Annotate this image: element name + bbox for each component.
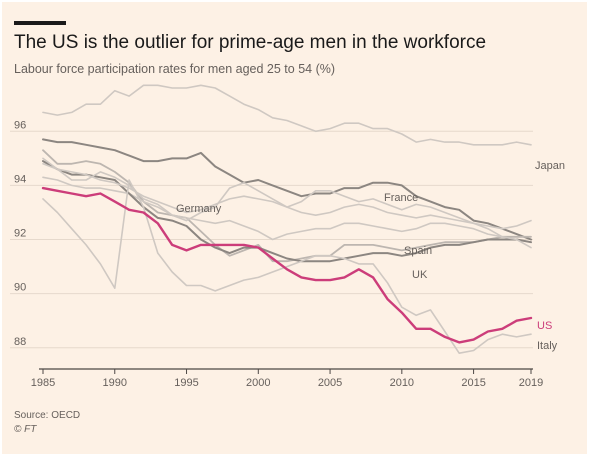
series-lines — [41, 84, 533, 355]
series-line-us — [41, 186, 533, 344]
y-tick-labels: 88 90 92 94 96 — [14, 119, 26, 347]
series-line-japan — [42, 84, 532, 146]
y-tick-label: 94 — [14, 173, 26, 185]
x-tick-label: 2000 — [246, 377, 270, 389]
x-tick-label: 1985 — [31, 377, 55, 389]
x-tick-label: 2005 — [318, 377, 342, 389]
x-tick-label: 1995 — [174, 377, 198, 389]
series-line-france — [42, 138, 532, 241]
series-label-france: France — [384, 192, 418, 204]
x-tick-label: 1990 — [103, 377, 127, 389]
series-line-unlabeled-7 — [42, 163, 532, 230]
chart-title: The US is the outlier for prime-age men … — [14, 32, 487, 53]
series-labels: Japan France Germany Spain UK Italy US — [176, 160, 565, 352]
series-label-uk: UK — [412, 269, 428, 281]
x-tick-label: 2010 — [390, 377, 414, 389]
series-label-japan: Japan — [535, 160, 565, 172]
y-tick-label: 88 — [14, 336, 26, 348]
x-tick-label: 2015 — [461, 377, 485, 389]
source-note: Source: OECD — [14, 410, 81, 421]
series-label-spain: Spain — [404, 245, 432, 257]
series-label-us: US — [537, 320, 552, 332]
series-label-italy: Italy — [537, 340, 558, 352]
series-line-germany — [42, 149, 532, 263]
y-tick-label: 92 — [14, 228, 26, 240]
series-line-uk — [42, 160, 532, 263]
x-tick-label: 2019 — [519, 377, 543, 389]
credit-note: © FT — [14, 424, 37, 435]
series-label-germany: Germany — [176, 203, 222, 215]
series-line-spain — [42, 176, 532, 243]
series-line-italy — [42, 179, 532, 355]
header-rule — [14, 21, 66, 25]
y-tick-label: 96 — [14, 119, 26, 131]
chart-subtitle: Labour force participation rates for men… — [14, 62, 336, 76]
x-axis: 1985 1990 1995 2000 2005 2010 2015 2019 — [31, 368, 543, 389]
y-tick-label: 90 — [14, 282, 26, 294]
